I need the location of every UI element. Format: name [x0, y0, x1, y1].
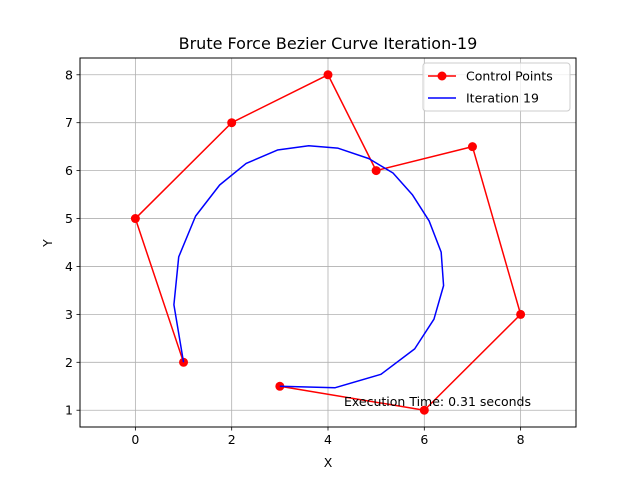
- data-point-control-points: [130, 214, 140, 224]
- data-point-control-points: [323, 70, 333, 80]
- chart-title: Brute Force Bezier Curve Iteration-19: [179, 34, 478, 53]
- legend-box: [422, 62, 571, 112]
- data-point-control-points: [467, 142, 477, 152]
- legend-label-iteration: Iteration 19: [466, 91, 539, 106]
- axis-ticks: 0 2 4 6 8 1 2 3 4 5 6 7 8: [65, 67, 525, 447]
- legend: Control Points Iteration 19: [422, 62, 571, 112]
- data-point-control-points: [419, 405, 429, 415]
- y-tick-label: 5: [65, 211, 73, 226]
- execution-time-annotation: Execution Time: 0.31 seconds: [344, 394, 531, 409]
- legend-label-control-points: Control Points: [466, 69, 553, 84]
- data-point-control-points: [227, 118, 237, 128]
- plot-series: [130, 70, 526, 415]
- legend-marker-control-points: [437, 71, 447, 81]
- data-point-control-points: [371, 166, 381, 176]
- plot-frame: [79, 57, 577, 428]
- y-tick-label: 7: [65, 115, 73, 130]
- x-axis-label: X: [324, 455, 333, 470]
- y-tick-label: 1: [65, 403, 73, 418]
- y-axis-label: Y: [40, 239, 55, 248]
- data-point-control-points: [516, 309, 526, 319]
- y-tick-label: 6: [65, 163, 73, 178]
- x-tick-label: 2: [228, 432, 236, 447]
- x-tick-label: 0: [131, 432, 139, 447]
- y-tick-label: 2: [65, 355, 73, 370]
- x-tick-label: 6: [420, 432, 428, 447]
- y-tick-label: 3: [65, 307, 73, 322]
- series-line-iteration-19: [173, 144, 445, 389]
- y-tick-label: 8: [65, 67, 73, 82]
- y-tick-label: 4: [65, 259, 73, 274]
- x-tick-label: 4: [324, 432, 332, 447]
- x-tick-label: 8: [517, 432, 525, 447]
